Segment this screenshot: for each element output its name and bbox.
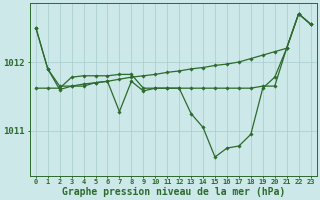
X-axis label: Graphe pression niveau de la mer (hPa): Graphe pression niveau de la mer (hPa) — [61, 186, 285, 197]
